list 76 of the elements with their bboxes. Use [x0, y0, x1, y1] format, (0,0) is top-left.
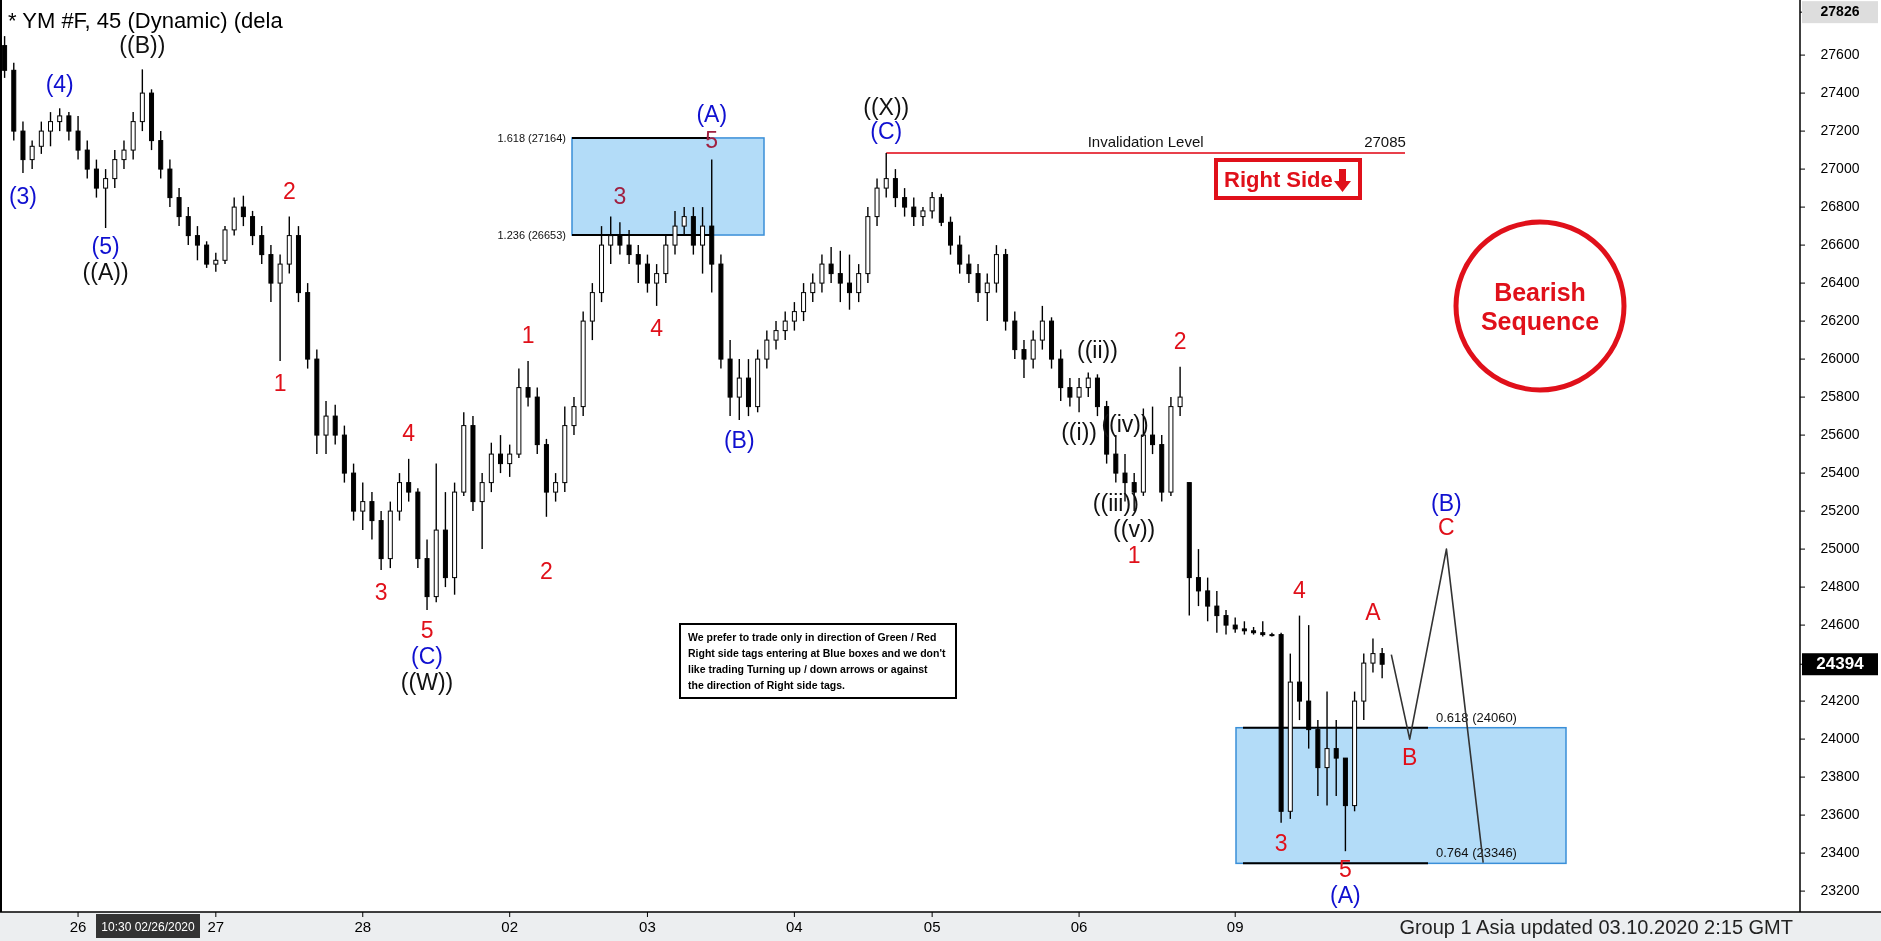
annotation: 27085	[1364, 132, 1406, 150]
annotation: (B)	[723, 426, 755, 453]
y-tick-label: 25400	[1820, 463, 1860, 480]
annotation: Bearish Sequence	[1480, 278, 1600, 335]
y-tick-label: 24800	[1820, 577, 1860, 594]
annotation: (5)	[91, 233, 120, 260]
y-tick-label: 27000	[1820, 159, 1860, 176]
annotation: ((i))	[1061, 419, 1097, 446]
annotation: 1	[1127, 542, 1141, 569]
y-tick-label: 27400	[1820, 83, 1860, 100]
annotation: 1	[273, 370, 287, 397]
y-tick-label: 25800	[1820, 387, 1860, 404]
x-tick-label: 02	[501, 918, 519, 935]
x-tick-label: 05	[923, 918, 941, 935]
ref-line-label: Invalidation Level	[1087, 132, 1204, 150]
annotation: 3	[1274, 829, 1288, 856]
annotation: (C)	[411, 642, 444, 669]
x-tick-label: 09	[1226, 918, 1244, 935]
annotation: ((A))	[82, 259, 129, 286]
y-tick-label: 23400	[1820, 843, 1860, 860]
annotation: We prefer to trade only in direction of Green / Red Right side tags entering at Blue boxes and we don't like trading Turning up / down arrows or against the direction of Right side tags.	[688, 631, 946, 691]
annotation: 5	[1339, 856, 1352, 883]
annotation: 4	[1293, 576, 1307, 603]
y-tick-label: 25600	[1820, 425, 1860, 442]
y-tick-label: 27200	[1820, 121, 1860, 138]
y-tick-label: 24600	[1820, 615, 1860, 632]
annotation: (B)	[1431, 490, 1462, 517]
annotation: 4	[650, 314, 664, 341]
chart-title: * YM #F, 45 (Dynamic) (dela	[8, 8, 284, 33]
annotation: ((v))	[1113, 516, 1156, 543]
annotation: 4	[402, 419, 416, 446]
annotation: 3	[613, 183, 627, 210]
annotation: B	[1402, 744, 1418, 771]
ref-line-label: 1.236 (26653)	[497, 229, 566, 242]
annotation: (A)	[1330, 882, 1361, 909]
y-tick-label: 23600	[1820, 805, 1860, 822]
annotation: 2	[540, 557, 553, 584]
y-tick-label: 26600	[1820, 235, 1860, 252]
annotation: Right Side	[1224, 167, 1333, 192]
annotation: (A)	[696, 100, 728, 127]
annotation: 5	[420, 616, 434, 643]
y-tick-label: 26000	[1820, 349, 1860, 366]
x-tick-label: 03	[639, 918, 656, 935]
text: 10:30 02/26/2020	[101, 920, 196, 934]
annotation: 2	[282, 177, 296, 204]
y-tick-label: 27600	[1820, 45, 1860, 62]
annotation: ((ii))	[1077, 337, 1118, 364]
y-tick-label: 24000	[1820, 729, 1860, 746]
y-tick-label: 25200	[1820, 501, 1860, 518]
x-tick-label: 27	[207, 918, 225, 935]
x-tick-label: 26	[69, 918, 87, 935]
ref-line-label: 1.618 (27164)	[497, 131, 566, 144]
annotation: (4)	[45, 71, 74, 98]
annotation: A	[1365, 599, 1382, 626]
y-tick-label: 23800	[1820, 767, 1860, 784]
y-tick-label: 27826	[1820, 2, 1860, 19]
annotation: 1	[521, 322, 535, 349]
annotation: ((B))	[119, 32, 166, 59]
x-tick-label: 06	[1070, 918, 1088, 935]
annotation: 3	[374, 579, 388, 606]
annotation: 2	[1173, 327, 1187, 354]
y-tick-label: 26400	[1820, 273, 1860, 290]
annotation: (3)	[8, 182, 38, 209]
annotation: 5	[705, 126, 719, 153]
y-tick-label: 24200	[1820, 691, 1860, 708]
y-tick-label: 25000	[1820, 539, 1860, 556]
y-tick-label: 23200	[1820, 881, 1860, 898]
x-tick-label: 28	[354, 918, 372, 935]
y-tick-label: 24394	[1816, 653, 1865, 673]
annotation: ((X))	[863, 94, 910, 121]
annotation: C	[1438, 514, 1455, 541]
x-tick-label: 04	[786, 918, 803, 935]
text: Group 1 Asia updated 03.10.2020 2:15 GMT	[1399, 916, 1793, 938]
y-tick-label: 26200	[1820, 311, 1860, 328]
y-tick-label: 26800	[1820, 197, 1860, 214]
annotation: ((W))	[400, 668, 454, 695]
